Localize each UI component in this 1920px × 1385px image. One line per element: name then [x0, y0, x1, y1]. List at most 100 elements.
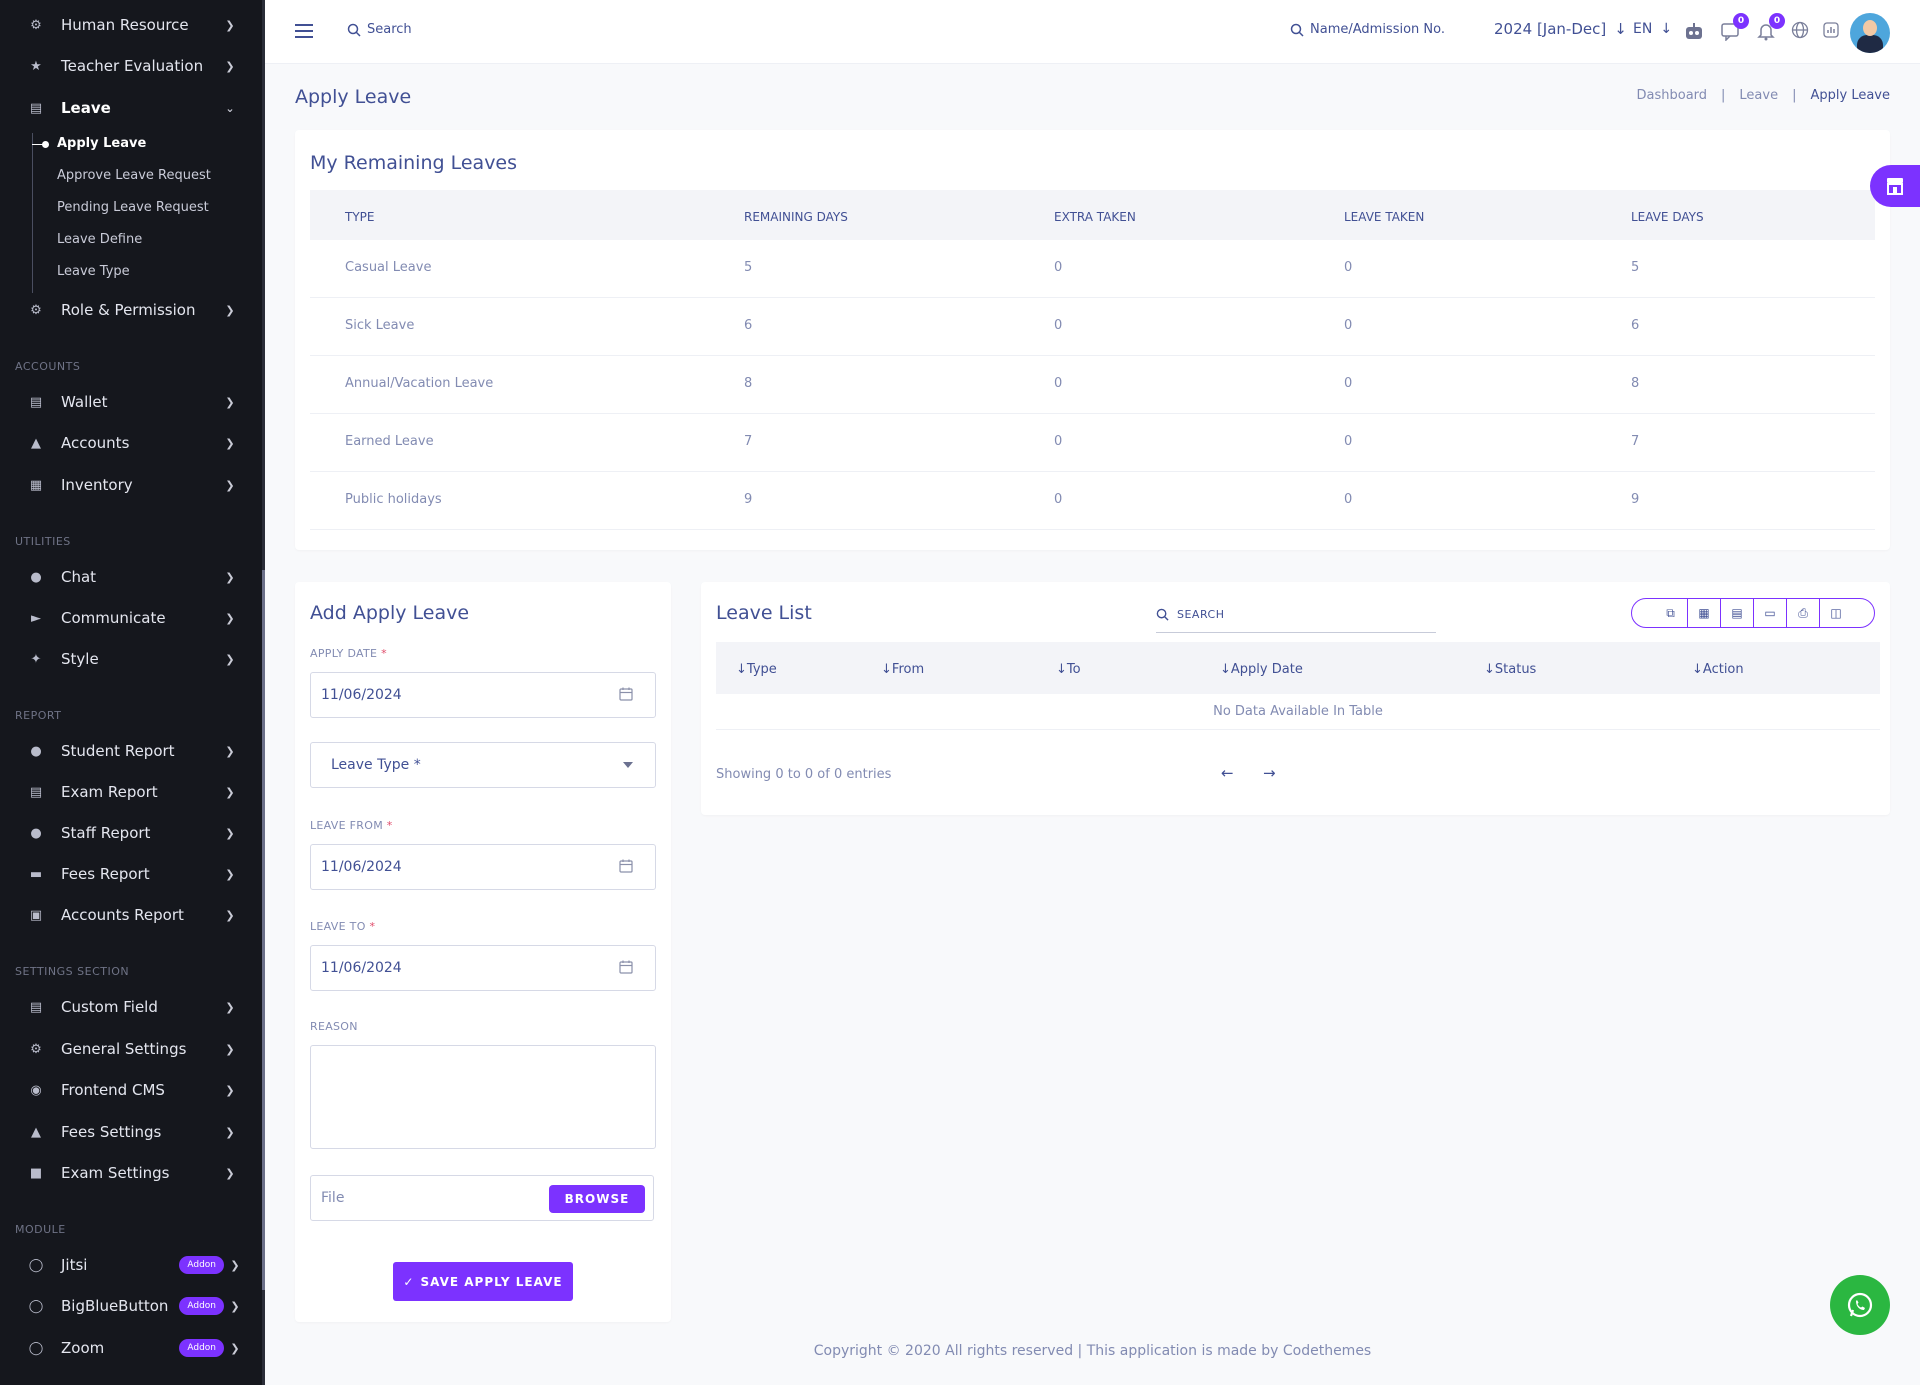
sidebar-subitem-pending-leave-request[interactable]: Pending Leave Request — [57, 200, 209, 215]
sidebar-item-wallet[interactable]: ▤ Wallet ❯ — [0, 384, 250, 420]
bell-icon[interactable]: 0 — [1755, 13, 1785, 43]
footer-copyright: Copyright © 2020 All rights reserved | T… — [813, 1343, 1372, 1359]
store-floating-button[interactable] — [1870, 165, 1920, 207]
sidebar-item-label: Student Report — [61, 742, 175, 760]
column-header-action[interactable]: ↓Action — [1692, 662, 1744, 677]
sidebar-item-accounts[interactable]: ▲ Accounts ❯ — [0, 425, 250, 461]
sidebar-subitem-leave-type[interactable]: Leave Type — [57, 264, 130, 279]
sidebar-item-staff-report[interactable]: ● Staff Report ❯ — [0, 815, 250, 851]
sidebar-item-accounts-report[interactable]: ▣ Accounts Report ❯ — [0, 897, 250, 933]
breadcrumb-leave[interactable]: Leave — [1739, 88, 1779, 103]
reason-textarea[interactable] — [310, 1045, 656, 1149]
apply-date-field[interactable]: 11/06/2024 — [310, 672, 656, 718]
sidebar-item-student-report[interactable]: ● Student Report ❯ — [0, 733, 250, 769]
leave-type-select[interactable]: Leave Type * — [310, 742, 656, 788]
cell-extra-taken: 0 — [1054, 434, 1063, 449]
cell-leave-days: 5 — [1631, 260, 1640, 275]
sidebar-item-label: BigBlueButton — [61, 1297, 169, 1315]
column-header-to[interactable]: ↓To — [1056, 662, 1081, 677]
language-selector[interactable]: EN ↓ — [1633, 21, 1672, 37]
cell-remaining-days: 5 — [744, 260, 753, 275]
leave-type-placeholder: Leave Type * — [331, 757, 421, 773]
copy-icon[interactable]: ⧉ — [1666, 605, 1675, 620]
calendar-icon[interactable] — [619, 859, 633, 877]
chevron-right-icon: ❯ — [225, 478, 235, 492]
whatsapp-button[interactable] — [1830, 1275, 1890, 1335]
breadcrumb-dashboard[interactable]: Dashboard — [1636, 88, 1708, 103]
arrow-left-icon[interactable]: ← — [1221, 764, 1234, 782]
calendar-icon[interactable] — [619, 687, 633, 705]
sidebar-item-communicate[interactable]: ► Communicate ❯ — [0, 600, 250, 636]
sidebar-item-jitsi[interactable]: ◯ Jitsi Addon ❯ — [0, 1247, 250, 1283]
search-icon — [347, 23, 361, 37]
pdf-icon[interactable]: ▭ — [1753, 599, 1786, 627]
sidebar-item-inventory[interactable]: ▦ Inventory ❯ — [0, 467, 250, 503]
sidebar-subitem-apply-leave[interactable]: Apply Leave — [57, 136, 147, 151]
sidebar-item-label: Exam Report — [61, 783, 158, 801]
add-apply-leave-card: Add Apply Leave APPLY DATE * 11/06/2024 … — [295, 582, 671, 1322]
leave-list-search-input[interactable]: SEARCH — [1156, 596, 1436, 633]
sidebar-item-fees-settings[interactable]: ▲ Fees Settings ❯ — [0, 1114, 250, 1150]
globe-icon[interactable] — [1789, 21, 1811, 43]
column-header-remaining-days: REMAINING DAYS — [744, 210, 848, 224]
submenu-tree-line — [32, 133, 33, 293]
bed-icon: ▤ — [29, 999, 43, 1015]
sidebar-scroll-thumb[interactable] — [262, 570, 265, 1290]
column-header-from[interactable]: ↓From — [881, 662, 925, 677]
column-header-leave-taken: LEAVE TAKEN — [1344, 210, 1425, 224]
print-icon[interactable]: ⎙ — [1786, 599, 1819, 627]
bed-icon: ▤ — [29, 100, 43, 116]
sidebar-item-leave[interactable]: ▤ Leave ⌄ — [0, 90, 250, 126]
sidebar-item-general-settings[interactable]: ⚙ General Settings ❯ — [0, 1031, 250, 1067]
sidebar-subitem-approve-leave-request[interactable]: Approve Leave Request — [57, 168, 211, 183]
menu-toggle-icon[interactable] — [295, 24, 313, 38]
wallet-icon: ▤ — [29, 394, 43, 410]
browse-button[interactable]: BROWSE — [549, 1185, 645, 1213]
column-header-type[interactable]: ↓Type — [736, 662, 777, 677]
csv-icon[interactable]: ▤ — [1720, 599, 1753, 627]
sidebar-item-bigbluebutton[interactable]: ◯ BigBlueButton Addon ❯ — [0, 1288, 250, 1324]
sidebar-item-fees-report[interactable]: ▬ Fees Report ❯ — [0, 856, 250, 892]
session-selector[interactable]: 2024 [Jan-Dec] ↓ — [1494, 20, 1627, 38]
avatar[interactable] — [1850, 13, 1890, 53]
sidebar-item-label: Wallet — [61, 393, 108, 411]
sidebar-item-zoom[interactable]: ◯ Zoom Addon ❯ — [0, 1330, 250, 1366]
chevron-right-icon: ❯ — [225, 611, 235, 625]
save-apply-leave-button[interactable]: ✓ SAVE APPLY LEAVE — [393, 1262, 573, 1301]
add-apply-leave-title: Add Apply Leave — [310, 602, 470, 624]
global-search[interactable]: Search — [347, 22, 412, 37]
arrow-right-icon[interactable]: → — [1263, 764, 1276, 782]
sidebar-item-exam-settings[interactable]: ■ Exam Settings ❯ — [0, 1155, 250, 1191]
student-search[interactable]: Name/Admission No. — [1290, 22, 1445, 37]
sort-arrow-icon: ↓ — [1692, 662, 1703, 677]
sidebar-item-exam-report[interactable]: ▤ Exam Report ❯ — [0, 774, 250, 810]
robot-icon[interactable] — [1683, 21, 1705, 43]
sidebar-item-style[interactable]: ✦ Style ❯ — [0, 641, 250, 677]
chevron-right-icon: ❯ — [230, 1299, 240, 1313]
server-icon: ▬ — [29, 866, 43, 882]
page-title: Apply Leave — [295, 86, 412, 108]
sidebar-scrollbar[interactable] — [262, 0, 265, 1385]
cell-extra-taken: 0 — [1054, 318, 1063, 333]
sidebar-subitem-leave-define[interactable]: Leave Define — [57, 232, 143, 247]
analytics-icon[interactable] — [1820, 21, 1842, 43]
column-header-status[interactable]: ↓Status — [1484, 662, 1537, 677]
calendar-icon[interactable] — [619, 960, 633, 978]
sidebar-item-custom-field[interactable]: ▤ Custom Field ❯ — [0, 989, 250, 1025]
leave-to-field[interactable]: 11/06/2024 — [310, 945, 656, 991]
columns-icon[interactable]: ◫ — [1819, 599, 1852, 627]
chevron-right-icon: ❯ — [225, 18, 235, 32]
leave-from-field[interactable]: 11/06/2024 — [310, 844, 656, 890]
sidebar-item-human-resource[interactable]: ⚙ Human Resource ❯ — [0, 7, 250, 43]
sidebar-item-chat[interactable]: ● Chat ❯ — [0, 559, 250, 595]
file-upload-field[interactable]: File BROWSE — [310, 1175, 654, 1221]
gears-icon: ⚙ — [30, 1041, 42, 1057]
apply-date-value: 11/06/2024 — [321, 687, 402, 703]
excel-icon[interactable]: ▦ — [1687, 599, 1720, 627]
sidebar-item-frontend-cms[interactable]: ◉ Frontend CMS ❯ — [0, 1072, 250, 1108]
sidebar-item-role-permission[interactable]: ⚙ Role & Permission ❯ — [0, 292, 250, 328]
column-header-apply-date[interactable]: ↓Apply Date — [1220, 662, 1303, 677]
sidebar-item-teacher-evaluation[interactable]: ★ Teacher Evaluation ❯ — [0, 48, 250, 84]
empty-table-message: No Data Available In Table — [716, 694, 1880, 730]
message-icon[interactable]: 0 — [1719, 13, 1749, 43]
